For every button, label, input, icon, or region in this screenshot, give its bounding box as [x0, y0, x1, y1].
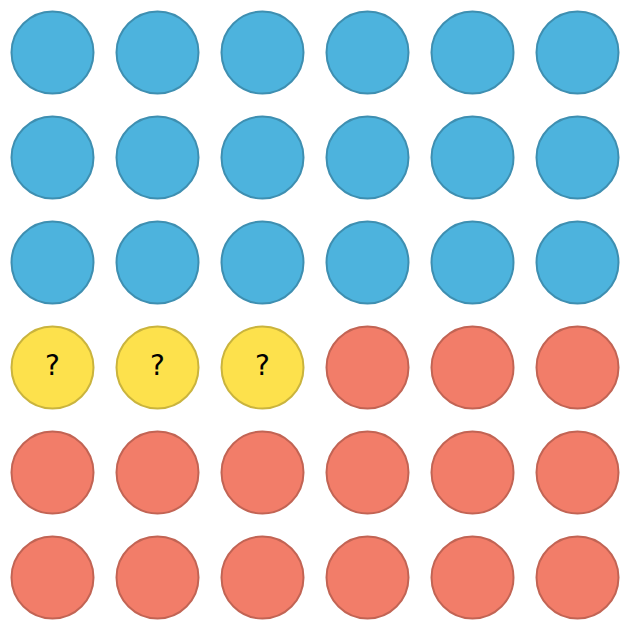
svg-text:?: ? — [45, 349, 60, 382]
svg-text:?: ? — [255, 349, 270, 382]
svg-text:?: ? — [150, 349, 165, 382]
